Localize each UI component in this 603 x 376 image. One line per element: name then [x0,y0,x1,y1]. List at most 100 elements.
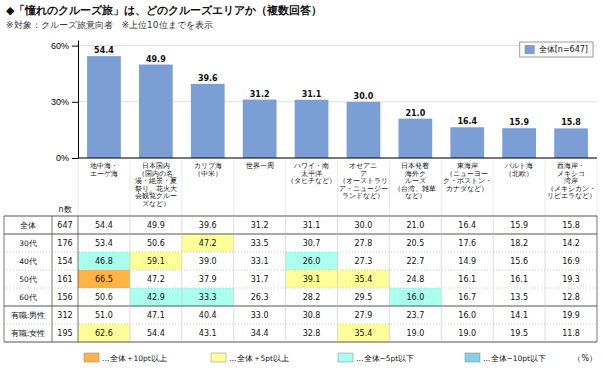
table-value: 26.0 [303,257,321,266]
category-separator [78,160,79,216]
table-value: 28.2 [303,293,321,302]
table-value: 29.5 [355,293,373,302]
table-value: 62.6 [95,329,113,338]
table-n: 647 [57,221,72,230]
table-value: 33.1 [251,257,269,266]
table-cell [234,234,286,252]
table-value: 15.6 [510,257,528,266]
x-axis-line [78,158,597,159]
category-label: オセアニア（オーストラリア・ニュージーランドなど） [339,162,388,200]
table-value: 54.4 [147,329,165,338]
bar [398,119,432,158]
table-cell [493,252,545,270]
table-value: 19.0 [458,329,476,338]
table-cell [493,270,545,288]
y-tick-label: 30% [51,97,69,107]
table-value: 19.3 [562,275,580,284]
table-row-label: 60代 [19,293,37,302]
table-value: 23.7 [406,311,424,320]
table-value: 22.7 [406,257,424,266]
table-row-label: 全体 [20,221,36,230]
table-cell [338,324,390,342]
table-cell [78,288,130,306]
legend-box [520,42,593,57]
table-cell [234,324,286,342]
table-cell [389,216,441,234]
table-cell [441,306,493,324]
table-cell [182,252,234,270]
table-value: 30.8 [303,311,321,320]
table-value: 42.9 [147,293,165,302]
table-row-label: 40代 [19,257,37,266]
table-value: 24.8 [406,275,424,284]
table-col-line [597,216,598,342]
color-key-swatch [465,353,480,362]
table-cell [338,270,390,288]
table-value: 40.4 [199,311,217,320]
table-col-line [389,216,390,342]
table-cell [545,234,597,252]
category-label: 世界一周 [246,162,274,170]
table-value: 33.3 [199,293,217,302]
table-cell [493,306,545,324]
category-separator [441,160,442,216]
table-cell [286,306,338,324]
table-col-line [78,216,79,342]
table-cell [78,306,130,324]
table-cell [286,288,338,306]
table-value: 32.8 [303,329,321,338]
table-value: 43.1 [199,329,217,338]
table-cell [130,324,182,342]
category-separator [129,160,130,216]
category-label: 日本国内（国内の名湯・絶景・夏祭り、花火大会観覧クルーズなど） [135,162,177,208]
table-row-line [4,215,597,216]
table-value: 30.0 [355,221,373,230]
y-tick-mark [72,46,78,47]
bar [502,128,536,158]
bar [139,65,173,158]
table-cell [338,288,390,306]
category-separator [389,160,390,216]
data-label: 16.4 [457,117,477,126]
table-value: 39.1 [303,275,321,284]
table-value: 16.1 [510,275,528,284]
category-separator [545,160,546,216]
table-value: 19.9 [562,311,580,320]
bars [87,56,588,158]
table-row-label: 50代 [19,275,37,284]
table-row-line [4,288,597,289]
table-cell [493,234,545,252]
table-value: 20.5 [406,239,424,248]
table-value: 54.4 [95,221,113,230]
legend-swatch [525,45,535,54]
table-cell [338,216,390,234]
table-col-line [233,216,234,342]
table-value: 16.0 [458,311,476,320]
table-cell [130,288,182,306]
table-cell [441,216,493,234]
table-value: 66.5 [95,275,113,284]
table-cell [182,288,234,306]
table-cell [234,216,286,234]
table-cell [234,252,286,270]
table-cell [441,234,493,252]
table-row-line [4,324,597,325]
table-col-line [129,216,130,342]
data-label: 31.2 [250,90,270,99]
table-cell [545,216,597,234]
bar [87,56,121,158]
table-value: 14.1 [510,311,528,320]
y-axis-line [78,41,79,159]
table-value: 16.0 [406,293,424,302]
unit-label: （%） [573,354,597,363]
table-cell [234,306,286,324]
table-row-line [4,252,597,253]
table-cell [545,324,597,342]
data-label: 15.8 [561,118,581,127]
table-col-line [4,216,5,342]
category-label: 西海岸・メキシコ湾岸（メキシカン・リビエラなど） [547,162,596,200]
table-cell [389,306,441,324]
y-tick: 0% [56,153,78,163]
category-separator [597,160,598,216]
bar [554,128,588,158]
